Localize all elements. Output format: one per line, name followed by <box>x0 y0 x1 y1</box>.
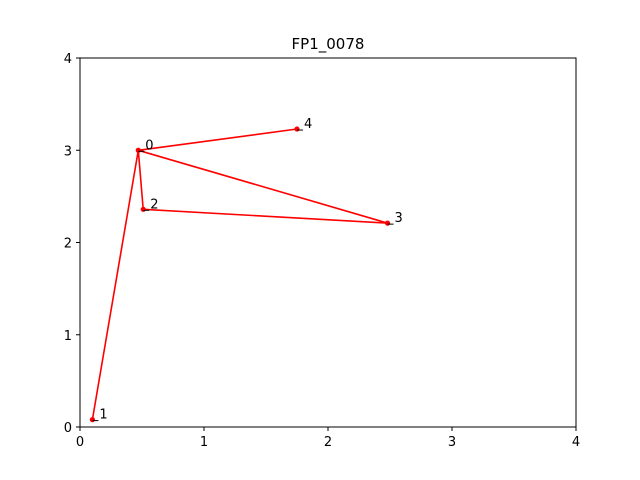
x-tick-label: 2 <box>324 435 332 450</box>
y-tick-label: 0 <box>64 421 72 436</box>
data-point <box>89 417 95 423</box>
series-polyline <box>91 128 389 420</box>
point-label: 3 <box>395 211 403 226</box>
y-tick-label: 3 <box>64 144 72 159</box>
chart-title: FP1_0078 <box>292 35 365 54</box>
x-tick-label: 0 <box>76 435 84 450</box>
data-point <box>140 206 146 212</box>
x-tick-label: 3 <box>448 435 456 450</box>
plot-area <box>79 57 577 428</box>
point-label: 4 <box>304 117 312 132</box>
point-label: 2 <box>150 197 158 212</box>
x-tick-label: 1 <box>200 435 208 450</box>
point-label: 1 <box>99 408 107 423</box>
data-point <box>135 147 141 153</box>
x-tick-label: 4 <box>572 435 580 450</box>
y-tick-label: 1 <box>64 329 72 344</box>
data-point <box>384 220 391 226</box>
point-labels: 1 0 2 3 4 <box>92 117 403 423</box>
data-point <box>294 126 300 132</box>
y-tick-label: 2 <box>64 237 72 252</box>
point-label: 0 <box>145 138 153 153</box>
y-tick-label: 4 <box>64 52 72 67</box>
